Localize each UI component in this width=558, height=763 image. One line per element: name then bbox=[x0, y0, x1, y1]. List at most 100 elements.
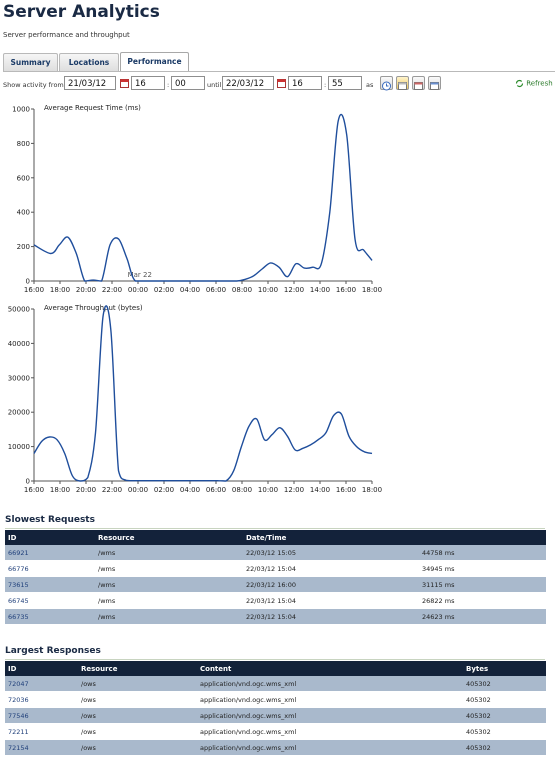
row-id-link[interactable]: 73615 bbox=[5, 576, 95, 593]
table-cell: /wms bbox=[95, 560, 243, 577]
table-row[interactable]: 66776/wms 22/03/12 15:04 34945 ms bbox=[5, 560, 546, 577]
table-cell: 405302 bbox=[463, 691, 546, 708]
row-id-link[interactable]: 66735 bbox=[5, 608, 95, 625]
row-id-link[interactable]: 72211 bbox=[5, 723, 78, 740]
table-row[interactable]: 66745/wms 22/03/12 15:04 26822 ms bbox=[5, 592, 546, 609]
table-cell: /wms bbox=[95, 592, 243, 609]
x-tick-label: 18:00 bbox=[362, 486, 382, 494]
table-row[interactable]: 73615/wms 22/03/12 16:00 31115 ms bbox=[5, 576, 546, 593]
table-cell: application/vnd.ogc.wms_xml bbox=[197, 691, 463, 708]
table-cell: /wms bbox=[95, 608, 243, 625]
table-row[interactable]: 72154/ows application/vnd.ogc.wms_xml 4053… bbox=[5, 739, 546, 756]
row-id-link[interactable]: 77546 bbox=[5, 707, 78, 724]
x-tick-label: 20:00 bbox=[76, 286, 96, 294]
col-resource[interactable]: Resource bbox=[78, 661, 197, 676]
table-cell: application/vnd.ogc.wms_xml bbox=[197, 739, 463, 756]
x-tick-label: 14:00 bbox=[310, 286, 330, 294]
until-minute-input[interactable]: 55 bbox=[328, 76, 362, 90]
chart-title: Average Request Time (ms) bbox=[44, 104, 141, 112]
x-tick-label: 14:00 bbox=[310, 486, 330, 494]
table-row[interactable]: 66735/wms 22/03/12 15:04 24623 ms bbox=[5, 608, 546, 625]
page-title: Server Analytics bbox=[3, 2, 160, 22]
y-tick-label: 20000 bbox=[8, 409, 30, 417]
col-content[interactable]: Content bbox=[197, 661, 463, 676]
table-cell: 26822 ms bbox=[419, 592, 546, 609]
slowest-divider bbox=[5, 528, 545, 529]
x-tick-label: 16:00 bbox=[24, 286, 44, 294]
table-cell: 24623 ms bbox=[419, 608, 546, 625]
col-duration[interactable] bbox=[419, 530, 546, 545]
table-cell: application/vnd.ogc.wms_xml bbox=[197, 707, 463, 724]
table-row[interactable]: 66921/wms 22/03/12 15:05 44758 ms bbox=[5, 545, 546, 561]
x-tick-label: 18:00 bbox=[50, 286, 70, 294]
calendar-week-icon[interactable] bbox=[412, 76, 425, 90]
refresh-button[interactable]: Refresh bbox=[515, 79, 553, 88]
x-tick-label: 10:00 bbox=[258, 286, 278, 294]
table-row[interactable]: 77546/ows application/vnd.ogc.wms_xml 4053… bbox=[5, 707, 546, 724]
row-id-link[interactable]: 66776 bbox=[5, 560, 95, 577]
x-tick-label: 08:00 bbox=[232, 486, 252, 494]
row-id-link[interactable]: 72047 bbox=[5, 676, 78, 692]
until-label: until bbox=[207, 81, 222, 89]
tab-locations[interactable]: Locations bbox=[59, 53, 119, 71]
col-bytes[interactable]: Bytes bbox=[463, 661, 546, 676]
table-cell: application/vnd.ogc.wms_xml bbox=[197, 676, 463, 692]
y-tick-label: 10000 bbox=[8, 443, 30, 451]
x-tick-label: 12:00 bbox=[284, 486, 304, 494]
row-id-link[interactable]: 72036 bbox=[5, 691, 78, 708]
until-calendar-icon[interactable] bbox=[277, 78, 286, 88]
until-hour-input[interactable]: 16 bbox=[288, 76, 322, 90]
until-time-colon: : bbox=[324, 81, 327, 89]
table-cell: 405302 bbox=[463, 739, 546, 756]
from-minute-input[interactable]: 00 bbox=[171, 76, 205, 90]
col-id[interactable]: ID bbox=[5, 530, 95, 545]
chart-annotation: Mar 22 bbox=[128, 271, 152, 279]
tab-performance[interactable]: Performance bbox=[120, 52, 189, 72]
table-cell: /ows bbox=[78, 723, 197, 740]
from-hour-input[interactable]: 16 bbox=[131, 76, 165, 90]
y-tick-label: 30000 bbox=[8, 374, 30, 382]
show-activity-label: Show activity from bbox=[3, 81, 64, 89]
x-tick-label: 18:00 bbox=[362, 286, 382, 294]
table-cell: 22/03/12 15:04 bbox=[243, 592, 419, 609]
slowest-requests-table: ID Resource Date/Time 66921/wms 22/03/12 … bbox=[5, 530, 546, 625]
y-tick-label: 800 bbox=[17, 140, 30, 148]
table-cell: 22/03/12 15:04 bbox=[243, 560, 419, 577]
row-id-link[interactable]: 66745 bbox=[5, 592, 95, 609]
refresh-icon bbox=[515, 79, 524, 88]
row-id-link[interactable]: 72154 bbox=[5, 739, 78, 756]
until-date-input[interactable]: 22/03/12 bbox=[222, 76, 274, 90]
y-tick-label: 0 bbox=[26, 278, 30, 286]
row-id-link[interactable]: 66921 bbox=[5, 545, 95, 561]
y-tick-label: 1000 bbox=[12, 106, 30, 114]
col-resource[interactable]: Resource bbox=[95, 530, 243, 545]
col-id[interactable]: ID bbox=[5, 661, 78, 676]
table-cell: 44758 ms bbox=[419, 545, 546, 561]
x-tick-label: 06:00 bbox=[206, 486, 226, 494]
table-row[interactable]: 72036/ows application/vnd.ogc.wms_xml 4053… bbox=[5, 691, 546, 708]
largest-responses-table: ID Resource Content Bytes 72047/ows appli… bbox=[5, 661, 546, 756]
from-time-colon: : bbox=[167, 81, 170, 89]
tab-summary[interactable]: Summary bbox=[3, 53, 58, 71]
table-cell: 34945 ms bbox=[419, 560, 546, 577]
series-line bbox=[33, 305, 373, 482]
table-cell: application/vnd.ogc.wms_xml bbox=[197, 723, 463, 740]
chart-title: Average Throughput (bytes) bbox=[44, 304, 143, 312]
from-calendar-icon[interactable] bbox=[120, 78, 129, 88]
table-row[interactable]: 72211/ows application/vnd.ogc.wms_xml 4053… bbox=[5, 723, 546, 740]
calendar-month-icon[interactable] bbox=[428, 76, 441, 90]
x-tick-label: 08:00 bbox=[232, 286, 252, 294]
y-tick-label: 600 bbox=[17, 174, 30, 182]
calendar-day-icon[interactable] bbox=[396, 76, 409, 90]
col-datetime[interactable]: Date/Time bbox=[243, 530, 419, 545]
table-row[interactable]: 72047/ows application/vnd.ogc.wms_xml 4053… bbox=[5, 676, 546, 692]
x-tick-label: 02:00 bbox=[154, 486, 174, 494]
table-cell: /wms bbox=[95, 576, 243, 593]
from-date-input[interactable]: 21/03/12 bbox=[64, 76, 116, 90]
slowest-requests-title: Slowest Requests bbox=[5, 515, 95, 525]
page-subtitle: Server performance and throughput bbox=[3, 31, 130, 39]
table-cell: /ows bbox=[78, 739, 197, 756]
clock-icon[interactable] bbox=[380, 76, 393, 91]
y-tick-label: 200 bbox=[17, 243, 30, 251]
as-label: as bbox=[366, 81, 374, 89]
